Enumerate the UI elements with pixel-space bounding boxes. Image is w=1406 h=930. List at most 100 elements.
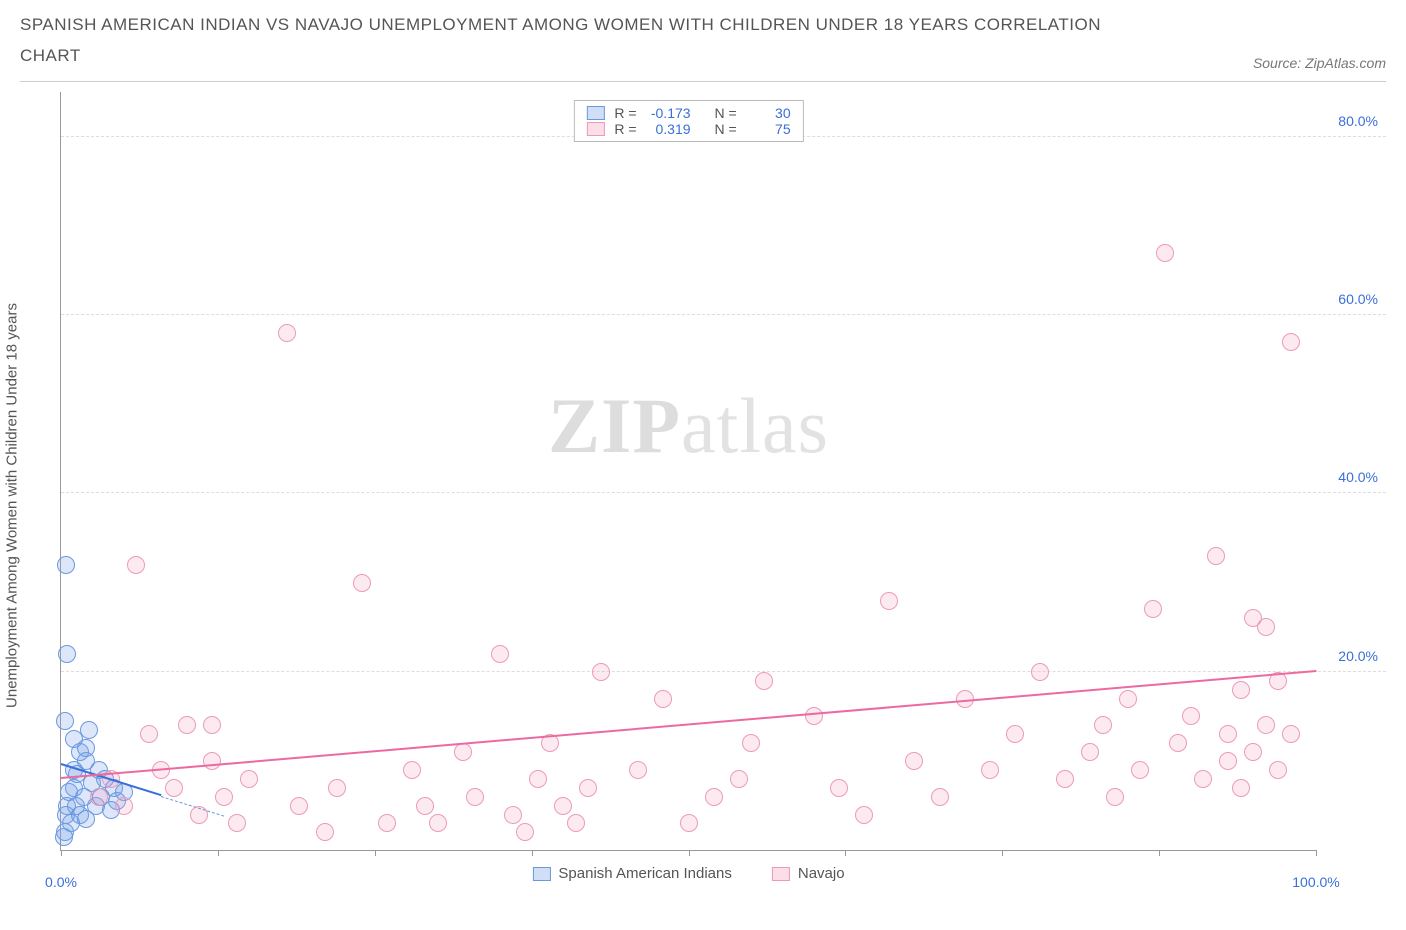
data-point <box>1006 725 1024 743</box>
data-point <box>730 770 748 788</box>
x-tick <box>689 850 690 856</box>
header: SPANISH AMERICAN INDIAN VS NAVAJO UNEMPL… <box>20 10 1386 71</box>
data-point <box>1194 770 1212 788</box>
data-point <box>554 797 572 815</box>
data-point <box>931 788 949 806</box>
gridline <box>61 671 1386 672</box>
x-tick <box>532 850 533 856</box>
data-point <box>57 556 75 574</box>
data-point <box>1232 681 1250 699</box>
data-point <box>529 770 547 788</box>
legend-label-pink: Navajo <box>798 865 845 882</box>
data-point <box>629 761 647 779</box>
watermark-atlas: atlas <box>681 382 829 469</box>
watermark-zip: ZIP <box>548 382 681 469</box>
x-tick <box>218 850 219 856</box>
x-tick <box>61 850 62 856</box>
data-point <box>981 761 999 779</box>
chart-container: Unemployment Among Women with Children U… <box>20 81 1386 911</box>
data-point <box>1207 547 1225 565</box>
data-point <box>1282 725 1300 743</box>
data-point <box>491 645 509 663</box>
data-point <box>140 725 158 743</box>
data-point <box>504 806 522 824</box>
n-label: N = <box>714 121 736 137</box>
r-label: R = <box>614 121 636 137</box>
data-point <box>592 663 610 681</box>
data-point <box>1219 725 1237 743</box>
n-label: N = <box>714 105 736 121</box>
source-attribution: Source: ZipAtlas.com <box>1253 55 1386 71</box>
data-point <box>880 592 898 610</box>
data-point <box>403 761 421 779</box>
data-point <box>90 788 108 806</box>
r-value-pink: 0.319 <box>647 121 691 137</box>
data-point <box>165 779 183 797</box>
legend-label-blue: Spanish American Indians <box>558 865 731 882</box>
data-point <box>378 814 396 832</box>
swatch-blue-icon <box>532 867 550 881</box>
x-tick-label: 100.0% <box>1292 874 1339 890</box>
n-value-pink: 75 <box>747 121 791 137</box>
x-tick-label: 0.0% <box>45 874 77 890</box>
r-label: R = <box>614 105 636 121</box>
data-point <box>1119 690 1137 708</box>
y-tick-label: 60.0% <box>1338 291 1378 307</box>
y-axis-label: Unemployment Among Women with Children U… <box>4 303 21 708</box>
chart-title: SPANISH AMERICAN INDIAN VS NAVAJO UNEMPL… <box>20 10 1120 71</box>
data-point <box>1056 770 1074 788</box>
data-point <box>353 574 371 592</box>
y-tick-label: 40.0% <box>1338 469 1378 485</box>
data-point <box>1244 743 1262 761</box>
data-point <box>1182 707 1200 725</box>
stats-row-pink: R = 0.319 N = 75 <box>586 121 790 137</box>
data-point <box>290 797 308 815</box>
data-point <box>567 814 585 832</box>
data-point <box>178 716 196 734</box>
data-point <box>416 797 434 815</box>
data-point <box>429 814 447 832</box>
data-point <box>328 779 346 797</box>
data-point <box>1282 333 1300 351</box>
gridline <box>61 492 1386 493</box>
data-point <box>579 779 597 797</box>
data-point <box>1257 716 1275 734</box>
trendline <box>61 670 1316 779</box>
x-tick <box>1316 850 1317 856</box>
data-point <box>1131 761 1149 779</box>
r-value-blue: -0.173 <box>647 105 691 121</box>
data-point <box>56 712 74 730</box>
x-tick <box>1159 850 1160 856</box>
data-point <box>466 788 484 806</box>
stats-row-blue: R = -0.173 N = 30 <box>586 105 790 121</box>
data-point <box>127 556 145 574</box>
series-legend: Spanish American Indians Navajo <box>532 865 844 882</box>
data-point <box>1094 716 1112 734</box>
legend-item-blue: Spanish American Indians <box>532 865 731 882</box>
data-point <box>1081 743 1099 761</box>
data-point <box>1156 244 1174 262</box>
watermark: ZIPatlas <box>548 381 829 471</box>
data-point <box>316 823 334 841</box>
y-tick-label: 20.0% <box>1338 648 1378 664</box>
data-point <box>680 814 698 832</box>
data-point <box>516 823 534 841</box>
stats-legend: R = -0.173 N = 30 R = 0.319 N = 75 <box>573 100 803 142</box>
data-point <box>705 788 723 806</box>
data-point <box>115 797 133 815</box>
data-point <box>228 814 246 832</box>
data-point <box>830 779 848 797</box>
y-tick-label: 80.0% <box>1338 113 1378 129</box>
data-point <box>755 672 773 690</box>
data-point <box>58 645 76 663</box>
x-tick <box>375 850 376 856</box>
data-point <box>1219 752 1237 770</box>
x-tick <box>845 850 846 856</box>
data-point <box>454 743 472 761</box>
data-point <box>654 690 672 708</box>
swatch-pink-icon <box>586 122 604 136</box>
data-point <box>855 806 873 824</box>
plot-area: ZIPatlas R = -0.173 N = 30 R = 0.319 N =… <box>60 92 1316 851</box>
data-point <box>77 739 95 757</box>
data-point <box>1106 788 1124 806</box>
